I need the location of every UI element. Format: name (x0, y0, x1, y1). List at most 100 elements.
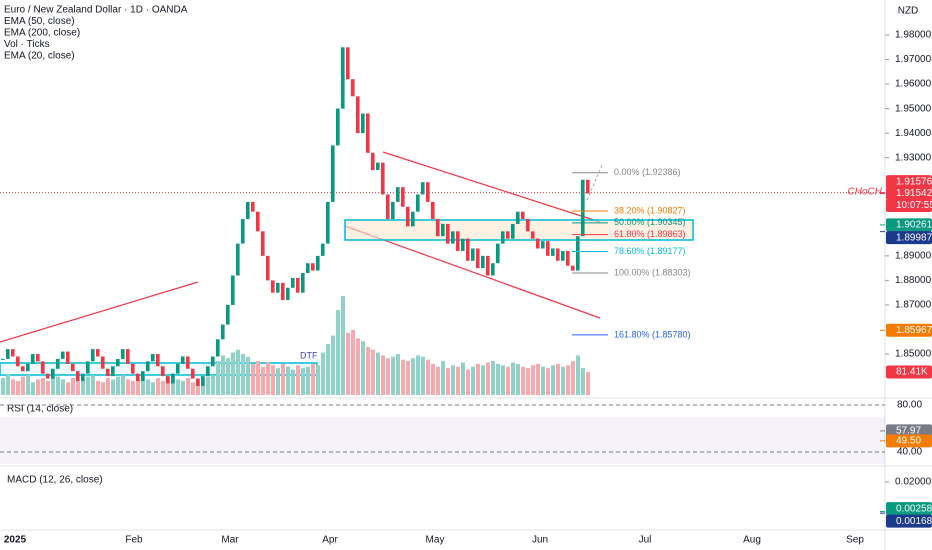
time-label: Jun (532, 535, 548, 546)
candle (356, 96, 360, 134)
candle (216, 339, 220, 357)
volume-bar (391, 356, 395, 395)
price-tick-label: 1.98000 (895, 30, 932, 41)
price-badge-bg (886, 218, 932, 232)
candle (406, 206, 410, 227)
volume-bar (581, 368, 585, 395)
candle (246, 201, 250, 220)
volume-bar (26, 375, 30, 395)
candle (511, 223, 515, 239)
candle (371, 152, 375, 170)
macd-badge-bg (886, 502, 932, 516)
volume-bar (21, 376, 25, 395)
volume-bar (246, 356, 250, 395)
fib-label: 78.60% (1.89177) (614, 246, 686, 256)
candle (91, 349, 95, 362)
candle (41, 361, 45, 374)
candle (541, 241, 545, 249)
candle (256, 211, 260, 232)
price-badge-bg (886, 186, 932, 200)
time-label: Jul (639, 535, 652, 546)
dtf-label: DTF (300, 350, 318, 360)
volume-bar (36, 379, 40, 395)
time-label: May (426, 535, 445, 546)
volume-bar (276, 368, 280, 395)
candle (301, 273, 305, 293)
volume-bar (161, 380, 165, 395)
volume-bar (516, 363, 520, 395)
candle (241, 219, 245, 244)
macd-badge: 0.00168 (896, 516, 932, 527)
candle (431, 201, 435, 220)
fib-label: 38.20% (1.90827) (614, 205, 686, 215)
candle (181, 356, 185, 364)
volume-bar (381, 355, 385, 395)
volume-bar (151, 382, 155, 395)
volume-bar (416, 355, 420, 395)
time-label: Aug (743, 535, 761, 546)
volume-bar (231, 352, 235, 395)
volume-bar (146, 379, 150, 395)
volume-bar (216, 361, 220, 395)
countdown-bg (886, 198, 932, 212)
fib-label: 161.80% (1.85780) (614, 329, 691, 339)
volume-bar (221, 355, 225, 395)
channel-line (344, 225, 601, 319)
legend-item: EMA (50, close) (4, 16, 75, 27)
volume-bar (171, 375, 175, 395)
candle (561, 250, 565, 261)
price-badge: 1.89987 (896, 232, 932, 243)
time-label: 2025 (4, 535, 27, 546)
volume-bar (211, 375, 215, 395)
candle (186, 356, 190, 369)
candle (396, 187, 400, 202)
price-badge: 1.91576 (896, 176, 932, 187)
price-badge-bg (886, 175, 932, 189)
candle (416, 194, 420, 212)
candle (376, 162, 380, 170)
volume-bar (226, 358, 230, 395)
volume-bar (501, 365, 505, 395)
fib-label: 50.00% (1.90345) (614, 217, 686, 227)
choch-label: CHoCH (848, 187, 883, 198)
volume-bar (586, 371, 590, 395)
volume-bar (91, 375, 95, 395)
candle (191, 368, 195, 379)
volume-bar (541, 366, 545, 395)
candle (361, 113, 365, 134)
candle (156, 354, 160, 367)
candle (316, 255, 320, 271)
rsi-badge: 49.50 (896, 435, 921, 446)
volume-bar (271, 365, 275, 395)
volume-bar (546, 368, 550, 395)
volume-bar (346, 332, 350, 395)
volume-bar (301, 368, 305, 395)
candle (456, 231, 460, 251)
volume-bar (261, 366, 265, 395)
candle (46, 373, 50, 379)
volume-bar (446, 368, 450, 395)
candle (491, 263, 495, 276)
candle (441, 223, 445, 237)
legend-item: EMA (20, close) (4, 51, 75, 62)
candle (151, 354, 155, 362)
time-label: Sep (846, 535, 864, 546)
candle (481, 255, 485, 269)
volume-bar (256, 361, 260, 395)
time-label: Apr (322, 535, 338, 546)
volume-bar (396, 353, 400, 395)
volume-bar (96, 380, 100, 395)
volume-bar (251, 363, 255, 395)
rsi-badge-bg (886, 424, 932, 438)
legend: Euro / New Zealand Dollar · 1D · OANDAEM… (4, 5, 188, 62)
price-tick-label: 1.89000 (895, 251, 932, 262)
candle (106, 368, 110, 377)
volume-bar (401, 359, 405, 395)
candle (571, 265, 575, 271)
candle (56, 358, 60, 369)
price-badge-bg (886, 231, 932, 245)
volume-bar (451, 365, 455, 395)
volume-bar (191, 382, 195, 395)
